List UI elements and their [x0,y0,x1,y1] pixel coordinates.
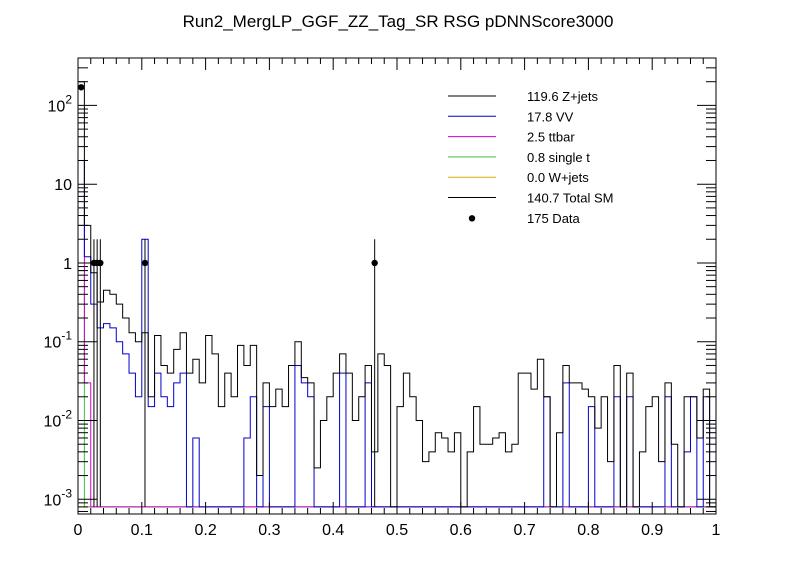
legend-label: 175 Data [527,211,581,226]
y-tick-label: 10-2 [44,407,73,430]
data-points-layer [77,84,378,507]
x-tick-label: 0.4 [322,522,344,539]
x-tick-label: 0.2 [194,522,216,539]
x-tick-label: 0.3 [258,522,280,539]
y-tick-label: 10-3 [44,486,73,509]
y-tick-label: 102 [48,92,73,115]
series-total-sm [77,81,717,514]
legend-label: 0.8 single t [527,150,590,165]
legend-label: 0.0 W+jets [527,170,589,185]
legend-label: 119.6 Z+jets [527,89,598,104]
histogram-layer [77,81,717,514]
y-axis: 10-3 10-2 10-1 1 10 102 [44,57,716,512]
data-point [97,259,104,267]
y-tick-label: 10 [54,177,72,194]
legend-label: 2.5 ttbar [527,130,575,145]
legend-marker [468,215,476,222]
data-point [371,259,378,267]
x-tick-label: 0.1 [131,522,153,539]
x-tick-label: 0 [74,522,83,539]
data-point [77,84,85,91]
x-tick-label: 0.9 [641,522,663,539]
chart-title: Run2_MergLP_GGF_ZZ_Tag_SR RSG pDNNScore3… [183,12,614,31]
data-point [141,259,149,267]
x-tick-label: 0.6 [450,522,472,539]
legend-label: 17.8 VV [527,109,574,124]
x-tick-label: 0.8 [577,522,599,539]
x-tick-label: 1 [712,522,721,539]
legend-label: 140.7 Total SM [527,191,613,206]
x-tick-label: 0.5 [386,522,408,539]
y-tick-label: 10-1 [44,329,73,352]
x-axis: 0 0.1 0.2 0.3 0.4 0.5 0.6 0.7 0.8 0.9 1 [74,58,721,539]
legend: 119.6 Z+jets 17.8 VV 2.5 ttbar 0.8 single t… [448,89,613,226]
y-tick-label: 1 [63,256,72,273]
x-tick-label: 0.7 [513,522,535,539]
